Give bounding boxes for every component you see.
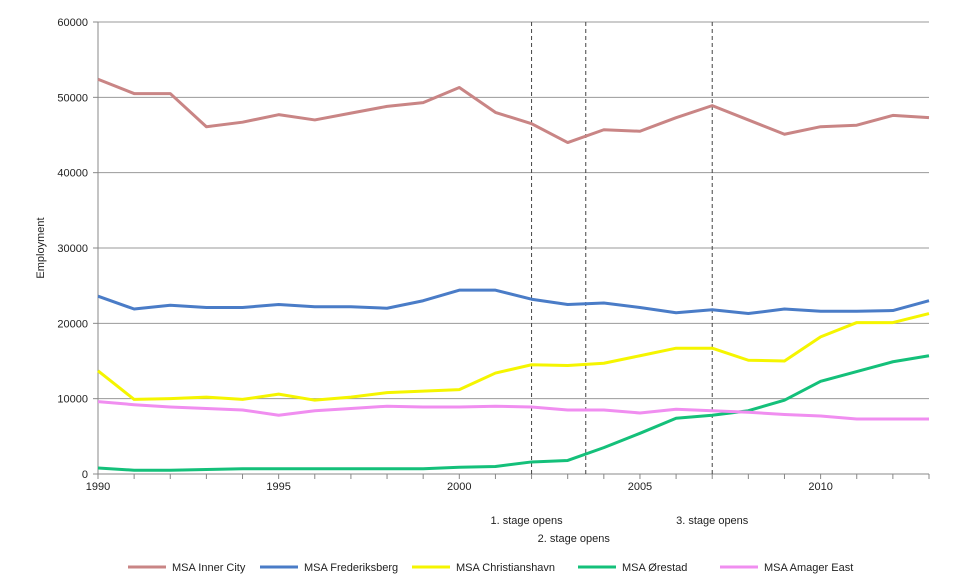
legend-label: MSA Ørestad: [622, 562, 687, 574]
series-line-msa-restad: [97, 354, 930, 472]
legend-label: MSA Frederiksberg: [304, 562, 398, 574]
annotation-label: 2. stage opens: [538, 533, 611, 545]
x-tick-label: 1990: [86, 481, 110, 493]
series-line-msa-christianshavn: [97, 312, 930, 402]
series-line-msa-frederiksberg: [97, 288, 930, 316]
legend-label: MSA Inner City: [172, 562, 246, 574]
legend-label: MSA Christianshavn: [456, 562, 555, 574]
y-tick-label: 40000: [57, 168, 88, 180]
y-tick-label: 10000: [57, 394, 88, 406]
legend-label: MSA Amager East: [764, 562, 853, 574]
y-tick-label: 30000: [57, 243, 88, 255]
y-tick-label: 60000: [57, 17, 88, 29]
x-tick-label: 2000: [447, 481, 471, 493]
annotation-label: 1. stage opens: [490, 515, 563, 527]
series-line-msa-amager-east: [97, 400, 929, 421]
y-tick-label: 0: [82, 469, 88, 481]
y-tick-label: 50000: [57, 92, 88, 104]
annotation-label: 3. stage opens: [676, 515, 749, 527]
series-line-msa-inner-city: [97, 77, 930, 145]
x-tick-label: 2010: [808, 481, 832, 493]
x-tick-label: 2005: [628, 481, 652, 493]
y-tick-label: 20000: [57, 318, 88, 330]
y-axis-label: Employment: [35, 217, 47, 278]
x-tick-label: 1995: [266, 481, 290, 493]
